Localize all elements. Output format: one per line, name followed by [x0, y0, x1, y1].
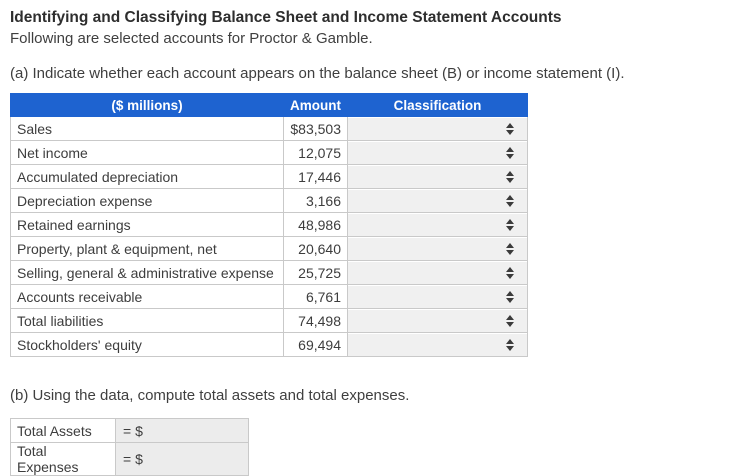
- table-row: Sales $83,503: [10, 116, 528, 141]
- table-row: Retained earnings 48,986: [10, 212, 528, 237]
- account-name: Retained earnings: [10, 212, 284, 237]
- account-name: Accumulated depreciation: [10, 164, 284, 189]
- part-b-prompt: (b) Using the data, compute total assets…: [10, 387, 410, 404]
- account-name: Net income: [10, 140, 284, 165]
- account-amount: 12,075: [283, 140, 348, 165]
- classification-select[interactable]: [348, 165, 527, 188]
- classification-select[interactable]: [348, 309, 527, 332]
- table-row: Accounts receivable 6,761: [10, 284, 528, 309]
- table-row: Depreciation expense 3,166: [10, 188, 528, 213]
- account-amount: 48,986: [283, 212, 348, 237]
- account-name: Total liabilities: [10, 308, 284, 333]
- equals-dollar-prefix: = $: [123, 422, 143, 439]
- account-amount: 20,640: [283, 236, 348, 261]
- classification-select[interactable]: [348, 141, 527, 164]
- classification-select[interactable]: [348, 117, 527, 140]
- account-name: Sales: [10, 116, 284, 141]
- up-down-arrows-icon: [506, 122, 514, 135]
- classification-select[interactable]: [348, 261, 527, 284]
- account-amount: 74,498: [283, 308, 348, 333]
- account-amount: 25,725: [283, 260, 348, 285]
- total-expenses-input[interactable]: [144, 449, 245, 469]
- subtitle: Following are selected accounts for Proc…: [10, 30, 373, 47]
- account-name: Accounts receivable: [10, 284, 284, 309]
- account-amount: 6,761: [283, 284, 348, 309]
- up-down-arrows-icon: [506, 266, 514, 279]
- total-expenses-label: Total Expenses: [10, 442, 116, 476]
- header-amount: Amount: [283, 93, 348, 117]
- account-name: Stockholders' equity: [10, 332, 284, 357]
- header-millions: ($ millions): [10, 93, 284, 117]
- part-a-prompt: (a) Indicate whether each account appear…: [10, 65, 625, 82]
- total-expenses-cell: = $: [115, 442, 249, 476]
- up-down-arrows-icon: [506, 242, 514, 255]
- classification-select[interactable]: [348, 213, 527, 236]
- totals-table: Total Assets = $ Total Expenses = $: [10, 418, 249, 476]
- total-assets-label: Total Assets: [10, 418, 116, 443]
- classification-select[interactable]: [348, 333, 527, 356]
- account-amount: 3,166: [283, 188, 348, 213]
- total-assets-cell: = $: [115, 418, 249, 443]
- table-row: Total liabilities 74,498: [10, 308, 528, 333]
- equals-dollar-prefix: = $: [123, 451, 143, 467]
- table-row: Stockholders' equity 69,494: [10, 332, 528, 357]
- account-amount: 17,446: [283, 164, 348, 189]
- account-name: Depreciation expense: [10, 188, 284, 213]
- accounts-header-row: ($ millions) Amount Classification: [10, 93, 528, 117]
- up-down-arrows-icon: [506, 338, 514, 351]
- up-down-arrows-icon: [506, 290, 514, 303]
- account-name: Property, plant & equipment, net: [10, 236, 284, 261]
- account-name: Selling, general & administrative expens…: [10, 260, 284, 285]
- classification-select[interactable]: [348, 189, 527, 212]
- accounts-table: ($ millions) Amount Classification Sales…: [10, 93, 528, 357]
- table-row: Accumulated depreciation 17,446: [10, 164, 528, 189]
- page: Identifying and Classifying Balance Shee…: [10, 8, 742, 476]
- table-row: Selling, general & administrative expens…: [10, 260, 528, 285]
- account-amount: 69,494: [283, 332, 348, 357]
- account-amount: $83,503: [283, 116, 348, 141]
- up-down-arrows-icon: [506, 218, 514, 231]
- up-down-arrows-icon: [506, 314, 514, 327]
- up-down-arrows-icon: [506, 146, 514, 159]
- page-title: Identifying and Classifying Balance Shee…: [10, 9, 562, 26]
- classification-select[interactable]: [348, 237, 527, 260]
- table-row: Total Expenses = $: [10, 442, 249, 476]
- classification-select[interactable]: [348, 285, 527, 308]
- table-row: Total Assets = $: [10, 418, 249, 443]
- header-classification: Classification: [347, 93, 528, 117]
- up-down-arrows-icon: [506, 170, 514, 183]
- total-assets-input[interactable]: [144, 420, 245, 441]
- table-row: Net income 12,075: [10, 140, 528, 165]
- table-row: Property, plant & equipment, net 20,640: [10, 236, 528, 261]
- up-down-arrows-icon: [506, 194, 514, 207]
